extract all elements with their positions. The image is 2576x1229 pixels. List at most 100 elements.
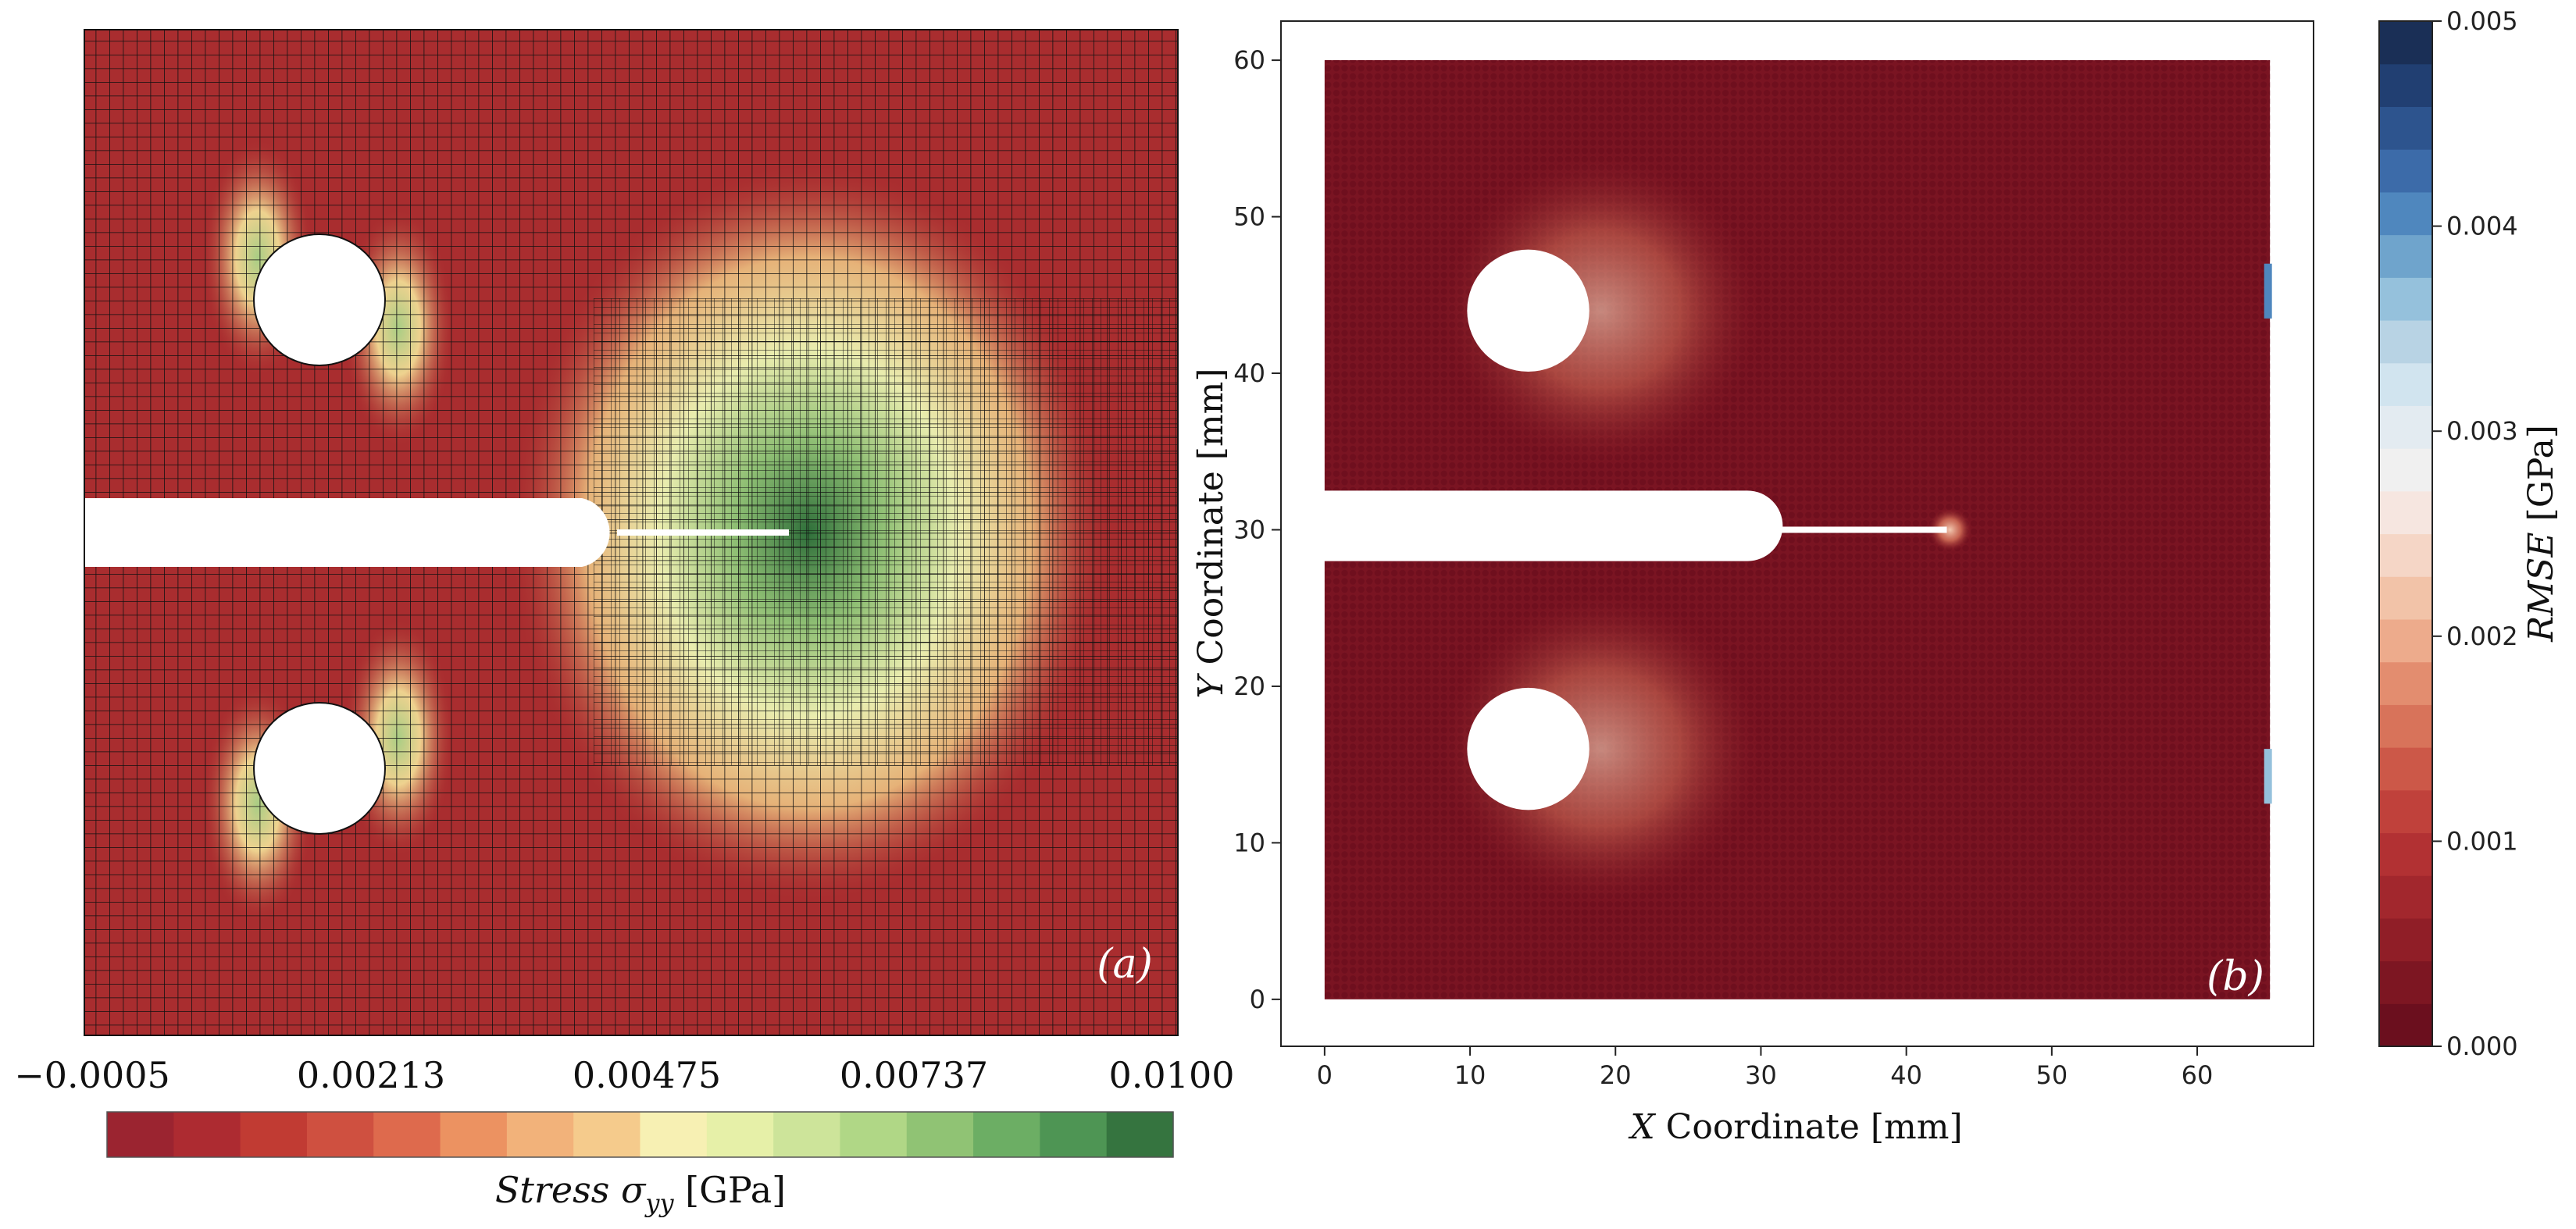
panel-a-frame (84, 29, 1179, 1036)
panel-a-label: (a) (1097, 941, 1153, 988)
x-tick-label: 20 (1600, 1060, 1632, 1090)
stress-colorbar-segment (107, 1112, 174, 1157)
rmse-label-unit: [GPa] (2521, 425, 2561, 532)
y-axis-label-symbol: Y (1191, 673, 1231, 699)
rmse-label-symbol: RMSE (2521, 532, 2561, 642)
x-tick-label: 50 (2035, 1060, 2068, 1090)
rmse-colorbar-segment (2379, 405, 2432, 449)
rmse-colorbar-segment (2379, 960, 2432, 1004)
edge-error-highlight (2264, 749, 2272, 804)
stress-colorbar-segment (173, 1112, 241, 1157)
x-tick-label: 30 (1745, 1060, 1777, 1090)
rmse-colorbar-segment (2379, 277, 2432, 321)
x-axis-label: X Coordinate [mm] (1628, 1107, 1962, 1147)
stress-colorbar-tick: 0.00737 (840, 1054, 988, 1096)
y-axis-label-text: Coordinate [mm] (1191, 368, 1231, 675)
y-tick-label: 10 (1233, 828, 1265, 857)
rmse-tick-label: 0.005 (2446, 6, 2518, 36)
stress-colorbar-segment (640, 1112, 708, 1157)
rmse-colorbar-segment (2379, 576, 2432, 620)
stress-colorbar-segment (773, 1112, 841, 1157)
rmse-colorbar-frame (2378, 20, 2433, 1047)
stress-colorbar-segment (240, 1112, 308, 1157)
rmse-colorbar-ticks: 0.000 0.001 0.002 0.003 0.004 0.005 (2432, 6, 2518, 1061)
stress-colorbar-segment (440, 1112, 508, 1157)
y-tick-label: 0 (1250, 985, 1265, 1014)
stress-colorbar (107, 1112, 1174, 1157)
hole (1467, 249, 1589, 372)
edge-error-highlight (2264, 263, 2272, 319)
rmse-colorbar-segment (2379, 63, 2432, 108)
rmse-colorbar (2379, 21, 2432, 1047)
notch-slot (1322, 490, 1783, 561)
rmse-colorbar-segment (2379, 661, 2432, 705)
rmse-colorbar-segment (2379, 362, 2432, 406)
rmse-colorbar-segment (2379, 106, 2432, 150)
stress-colorbar-tick: 0.00213 (297, 1054, 445, 1096)
rmse-colorbar-segment (2379, 1003, 2432, 1047)
stress-colorbar-tick: −0.0005 (14, 1054, 170, 1096)
y-tick-label: 20 (1233, 671, 1265, 701)
crack-tip-error-halo (1928, 508, 1972, 552)
rmse-colorbar-segment (2379, 490, 2432, 535)
rmse-colorbar-segment (2379, 789, 2432, 834)
rmse-tick-label: 0.000 (2446, 1031, 2518, 1061)
hole (1467, 687, 1589, 810)
y-tick-label: 60 (1233, 45, 1265, 75)
stress-colorbar-tick: 0.00475 (573, 1054, 721, 1096)
rmse-tick-label: 0.004 (2446, 212, 2518, 241)
x-tick-label: 40 (1890, 1060, 1922, 1090)
stress-label-symbol: Stress σ (495, 1169, 647, 1211)
rmse-colorbar-segment (2379, 21, 2432, 65)
stress-colorbar-segment (906, 1112, 974, 1157)
crack-line (1779, 526, 1947, 533)
rmse-colorbar-segment (2379, 533, 2432, 577)
stress-colorbar-segment (506, 1112, 574, 1157)
stress-colorbar-tick: 0.0100 (1109, 1054, 1235, 1096)
notch-slot (84, 498, 610, 567)
stress-colorbar-frame (106, 1111, 1174, 1158)
rmse-colorbar-segment (2379, 149, 2432, 193)
stress-colorbar-segment (706, 1112, 774, 1157)
x-tick-label: 10 (1454, 1060, 1486, 1090)
y-axis-label: Y Coordinate [mm] (1191, 368, 1231, 698)
rmse-colorbar-segment (2379, 191, 2432, 236)
rmse-tick-label: 0.002 (2446, 622, 2518, 651)
rmse-colorbar-segment (2379, 875, 2432, 919)
stress-label-subscript: yy (644, 1188, 674, 1218)
stress-colorbar-segment (1106, 1112, 1174, 1157)
x-axis-ticks: 0 10 20 30 40 50 60 (1317, 1046, 2213, 1090)
stress-colorbar-ticks: −0.0005 0.00213 0.00475 0.00737 0.0100 (14, 1054, 1234, 1096)
rmse-colorbar-segment (2379, 234, 2432, 278)
rmse-tick-label: 0.003 (2446, 416, 2518, 446)
y-tick-label: 30 (1233, 515, 1265, 544)
stress-colorbar-segment (1040, 1112, 1108, 1157)
y-axis-ticks: 0 10 20 30 40 50 60 (1233, 45, 1281, 1014)
x-axis-label-symbol: X (1628, 1107, 1656, 1147)
stress-colorbar-segment (306, 1112, 374, 1157)
panel-b-plot-area (1322, 60, 2272, 999)
rmse-colorbar-segment (2379, 618, 2432, 663)
stress-colorbar-segment (840, 1112, 908, 1157)
rmse-colorbar-segment (2379, 747, 2432, 791)
rmse-colorbar-segment (2379, 832, 2432, 876)
lower-hole (253, 702, 386, 835)
crack-line (617, 529, 789, 536)
hole-error-halo (1440, 154, 1761, 468)
panel-b-scatter-plot: 0 10 20 30 40 50 60 0 10 20 30 40 50 60 (b) X Coordi… (1191, 6, 2561, 1147)
panel-a-mesh-plot: (a) −0.0005 0.00213 0.00475 0.00737 0.01… (14, 29, 1234, 1218)
stress-colorbar-segment (573, 1112, 641, 1157)
rmse-tick-label: 0.001 (2446, 826, 2518, 856)
rmse-colorbar-segment (2379, 319, 2432, 364)
panel-b-label: (b) (2207, 953, 2264, 1000)
upper-hole (253, 233, 386, 366)
stress-label-unit: [GPa] (674, 1169, 787, 1211)
y-tick-label: 40 (1233, 358, 1265, 388)
stress-colorbar-segment (973, 1112, 1040, 1157)
rmse-colorbar-segment (2379, 448, 2432, 492)
stress-colorbar-label: Stress σyy [GPa] (495, 1169, 786, 1218)
rmse-colorbar-segment (2379, 917, 2432, 962)
hole-error-halo (1440, 592, 1761, 906)
x-tick-label: 0 (1317, 1060, 1333, 1090)
